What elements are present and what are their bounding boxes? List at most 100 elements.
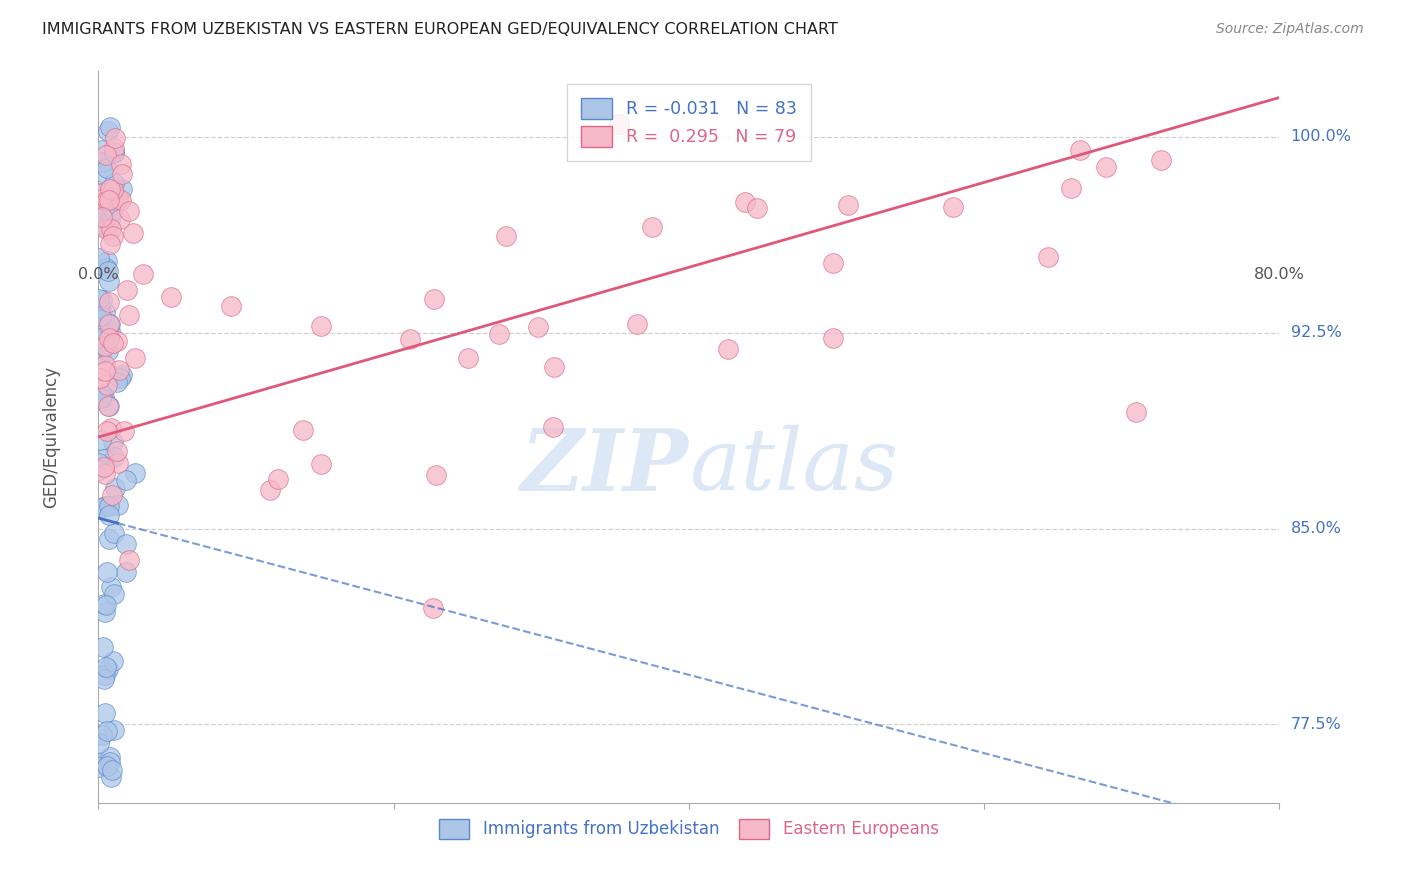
Text: Source: ZipAtlas.com: Source: ZipAtlas.com (1216, 22, 1364, 37)
Point (118, 553, 141, 567)
Point (101, 184, 124, 198)
Point (110, 194, 132, 208)
Point (98, 500, 121, 514)
Point (219, 299, 242, 313)
Point (94, 358, 117, 372)
Point (108, 363, 131, 377)
Point (96, 343, 118, 358)
Point (104, 481, 127, 495)
Point (101, 336, 124, 351)
Point (91, 210, 114, 224)
Point (93, 460, 115, 475)
Text: 92.5%: 92.5% (1291, 325, 1341, 340)
Point (457, 351, 479, 365)
Point (100, 770, 122, 784)
Point (96, 161, 118, 176)
Point (103, 587, 125, 601)
Point (107, 334, 129, 349)
Point (87, 463, 110, 477)
Point (96, 222, 118, 236)
Point (745, 201, 768, 215)
Point (89, 371, 111, 385)
Point (87, 331, 110, 345)
Text: atlas: atlas (689, 425, 898, 508)
Point (1036, 250, 1059, 264)
Point (96, 424, 118, 438)
Point (89, 735, 111, 749)
Point (734, 195, 756, 210)
Point (118, 204, 141, 219)
Point (101, 202, 124, 217)
Point (98, 182, 121, 196)
Point (132, 267, 155, 281)
Point (91, 193, 114, 207)
Point (112, 424, 135, 438)
Point (291, 423, 314, 437)
Point (97, 399, 120, 413)
Point (717, 342, 740, 356)
Point (94, 605, 117, 619)
Point (259, 483, 281, 497)
Point (98, 756, 121, 770)
Point (103, 654, 125, 668)
Point (96, 194, 118, 208)
Point (96, 254, 118, 268)
Point (96, 377, 118, 392)
Point (103, 130, 125, 145)
Point (1125, 405, 1147, 419)
Point (91, 293, 114, 307)
Point (94, 667, 117, 681)
Point (97, 317, 120, 331)
Text: 80.0%: 80.0% (1254, 267, 1305, 282)
Text: 77.5%: 77.5% (1291, 717, 1341, 732)
Point (103, 450, 125, 464)
Point (93, 673, 115, 687)
Point (90, 309, 112, 323)
Point (309, 457, 332, 471)
Point (124, 467, 146, 481)
Point (823, 330, 845, 344)
Point (103, 723, 125, 737)
Text: 0.0%: 0.0% (79, 267, 118, 282)
Point (97, 399, 120, 413)
Point (93, 452, 115, 467)
Point (91, 640, 114, 654)
Point (110, 370, 132, 384)
Point (111, 182, 134, 196)
Point (118, 308, 141, 322)
Point (98, 274, 121, 288)
Point (93, 499, 115, 513)
Point (837, 197, 859, 211)
Point (1069, 143, 1091, 157)
Point (98, 318, 121, 332)
Point (96, 724, 118, 739)
Point (942, 200, 965, 214)
Point (543, 419, 565, 434)
Point (96, 260, 118, 275)
Point (97, 123, 120, 137)
Point (90, 143, 112, 157)
Point (98, 193, 121, 207)
Point (100, 488, 122, 502)
Point (98, 331, 121, 345)
Point (423, 292, 446, 306)
Text: 85.0%: 85.0% (1291, 521, 1341, 536)
Point (94, 467, 117, 482)
Point (821, 255, 844, 269)
Point (98, 237, 121, 252)
Point (114, 537, 136, 551)
Text: GED/Equivalency: GED/Equivalency (42, 366, 60, 508)
Point (93, 390, 115, 404)
Point (96, 759, 118, 773)
Point (105, 193, 128, 207)
Point (103, 146, 125, 161)
Point (107, 499, 129, 513)
Point (87, 292, 110, 306)
Point (107, 191, 129, 205)
Point (1095, 160, 1118, 174)
Point (87, 251, 110, 265)
Point (98, 324, 121, 338)
Point (91, 387, 114, 401)
Point (97, 662, 120, 676)
Point (267, 472, 290, 486)
